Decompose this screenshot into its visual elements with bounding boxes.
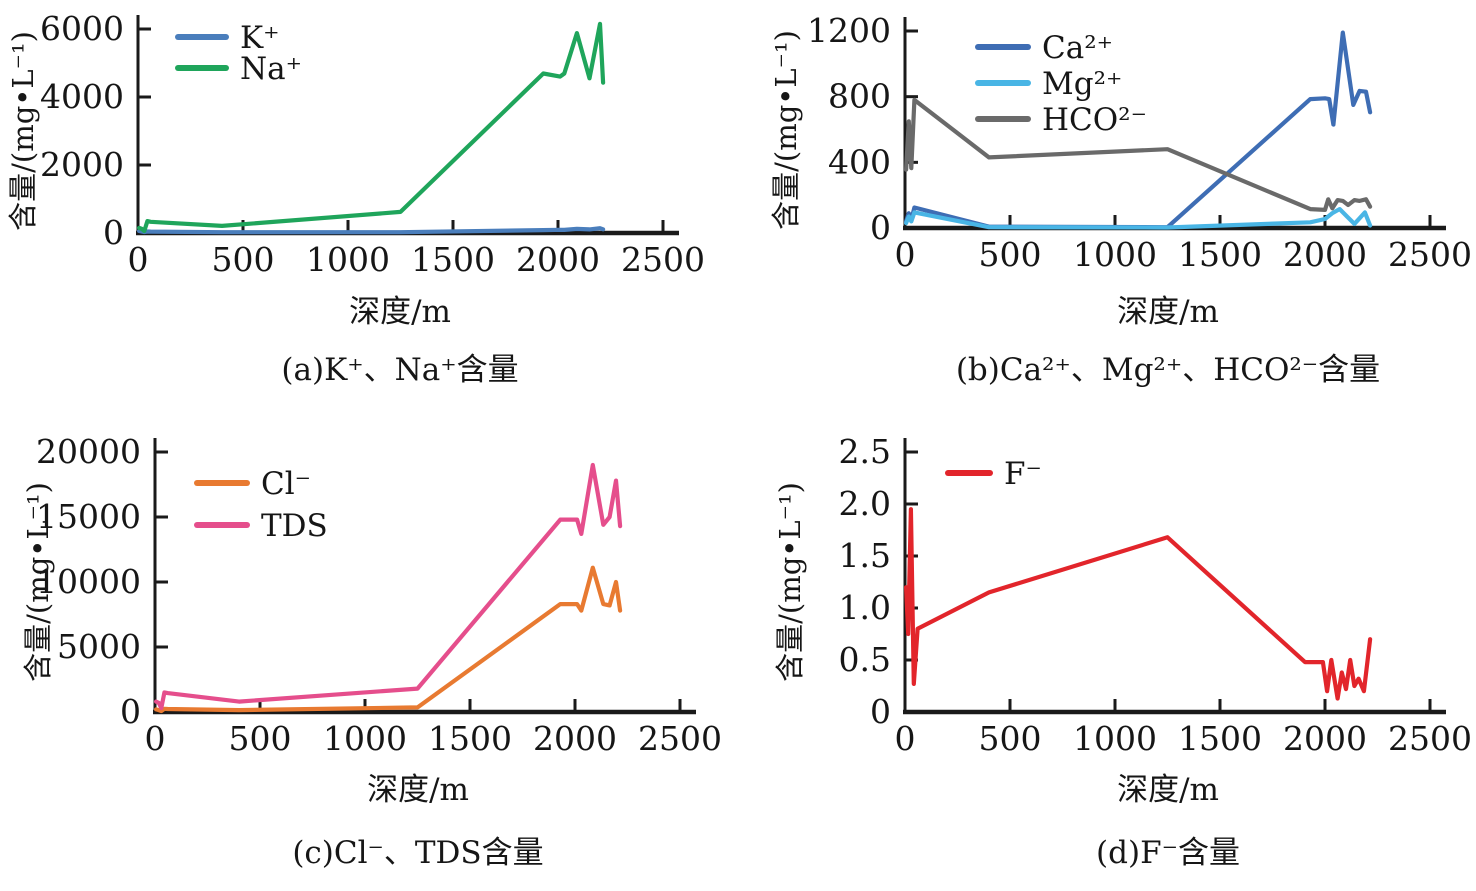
x-axis-label: 深度/m [367,772,469,808]
x-tick-label: 2000 [1283,235,1367,274]
chart-b-ca-mg-hco: 含量/(mg•L⁻¹) 深度/m (b)Ca²⁺、Mg²⁺、HCO²⁻含量 0 5… [769,11,1472,388]
x-axis-label: 深度/m [1117,294,1219,330]
y-tick-label: 0 [870,208,891,247]
chart-d-f: 含量/(mg•L⁻¹) 深度/m (d)F⁻含量 0 500 1000 1500 200… [773,432,1472,871]
x-tick-label: 1500 [1178,719,1262,758]
legend-label-K⁺: K⁺ [240,20,280,56]
chart-caption: (d)F⁻含量 [1096,835,1240,871]
x-tick-label: 2500 [1388,719,1472,758]
x-tick-label: 2000 [533,719,617,758]
series-line-TDS [154,462,623,711]
legend-label-TDS: TDS [261,508,328,544]
y-tick-label: 1.0 [839,588,891,627]
series-line-K⁺ [137,226,606,235]
x-tick-label: 1000 [306,240,390,279]
x-tick-label: 0 [128,240,149,279]
x-tick-label: 2500 [1388,235,1472,274]
y-axis-label: 含量/(mg•L⁻¹) [6,31,40,231]
legend-label-Ca²⁺: Ca²⁺ [1042,30,1113,66]
x-tick-label: 2500 [638,719,722,758]
y-axis-label: 含量/(mg•L⁻¹) [21,482,55,682]
y-tick-label: 800 [828,77,891,116]
chart-caption: (a)K⁺、Na⁺含量 [281,352,518,388]
y-tick-label: 0 [103,213,124,252]
x-tick-label: 500 [979,235,1042,274]
y-tick-label: 6000 [40,9,124,48]
chart-caption: (c)Cl⁻、TDS含量 [292,835,543,871]
chart-a-k-na: 含量/(mg•L⁻¹) 深度/m (a)K⁺、Na⁺含量 0 500 1000 150… [6,9,705,388]
x-tick-label: 1500 [411,240,495,279]
y-tick-label: 5000 [57,627,141,666]
chart-c-cl-tds: 含量/(mg•L⁻¹) 深度/m (c)Cl⁻、TDS含量 0 500 1000 15… [21,432,722,871]
y-axis-label: 含量/(mg•L⁻¹) [773,482,807,682]
y-tick-label: 400 [828,142,891,181]
x-tick-label: 2500 [621,240,705,279]
x-tick-label: 2000 [516,240,600,279]
legend-label-Cl⁻: Cl⁻ [261,466,311,502]
legend-label-Mg²⁺: Mg²⁺ [1042,66,1122,102]
series-line-Na⁺ [137,21,606,234]
x-tick-label: 500 [979,719,1042,758]
y-axis-label: 含量/(mg•L⁻¹) [769,30,803,230]
series-line-F⁻ [904,507,1373,701]
y-tick-label: 2000 [40,145,124,184]
x-tick-label: 2000 [1283,719,1367,758]
series-line-Cl⁻ [154,565,623,714]
x-tick-label: 0 [895,719,916,758]
x-tick-label: 500 [229,719,292,758]
series-line-HCO²⁻ [904,97,1373,212]
y-tick-label: 0 [120,692,141,731]
y-tick-label: 1.5 [839,536,891,575]
x-tick-label: 500 [212,240,275,279]
x-axis-label: 深度/m [349,294,451,330]
x-tick-label: 1000 [1073,719,1157,758]
y-tick-label: 10000 [36,562,141,601]
x-tick-label: 1000 [323,719,407,758]
x-tick-label: 0 [145,719,166,758]
legend-label-F⁻: F⁻ [1004,456,1042,492]
x-axis-label: 深度/m [1117,772,1219,808]
y-tick-label: 2.5 [839,432,891,471]
y-tick-label: 0 [870,692,891,731]
x-tick-label: 1500 [428,719,512,758]
y-tick-label: 15000 [36,497,141,536]
series-line-Mg²⁺ [904,207,1373,230]
y-tick-label: 4000 [40,77,124,116]
y-tick-label: 2.0 [839,484,891,523]
x-tick-label: 0 [895,235,916,274]
legend-label-HCO²⁻: HCO²⁻ [1042,102,1147,138]
y-tick-label: 1200 [807,11,891,50]
y-tick-label: 20000 [36,432,141,471]
legend-label-Na⁺: Na⁺ [240,51,302,87]
chart-caption: (b)Ca²⁺、Mg²⁺、HCO²⁻含量 [956,352,1380,388]
x-tick-label: 1000 [1073,235,1157,274]
x-tick-label: 1500 [1178,235,1262,274]
y-tick-label: 0.5 [839,640,891,679]
